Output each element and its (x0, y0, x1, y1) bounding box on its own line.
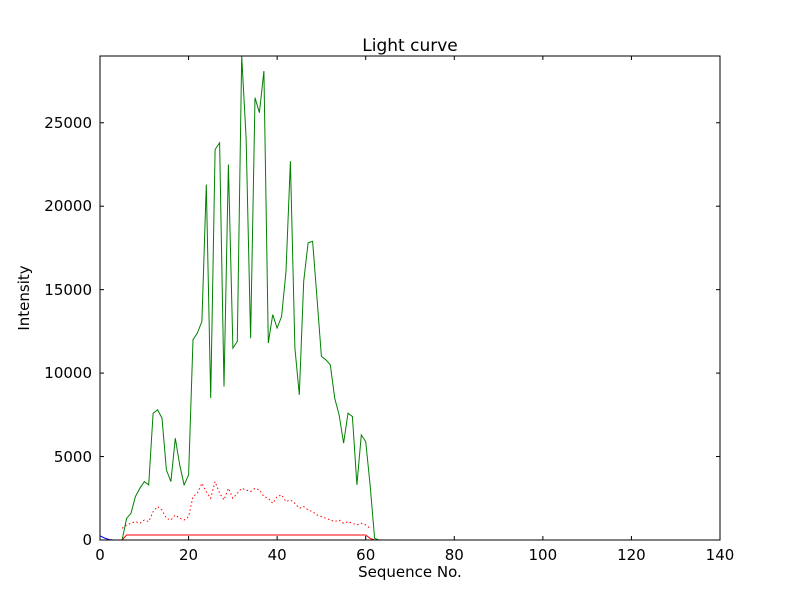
series-red-dotted-intensity (121, 479, 371, 529)
series-green-intensity (100, 55, 720, 541)
series-red-baseline (100, 534, 720, 541)
x-axis-label: Sequence No. (358, 563, 462, 581)
axes-frame (99, 55, 721, 541)
y-axis-label: Intensity (15, 265, 33, 331)
series-blue-start-segment (99, 535, 114, 541)
chart-title: Light curve (362, 36, 458, 56)
